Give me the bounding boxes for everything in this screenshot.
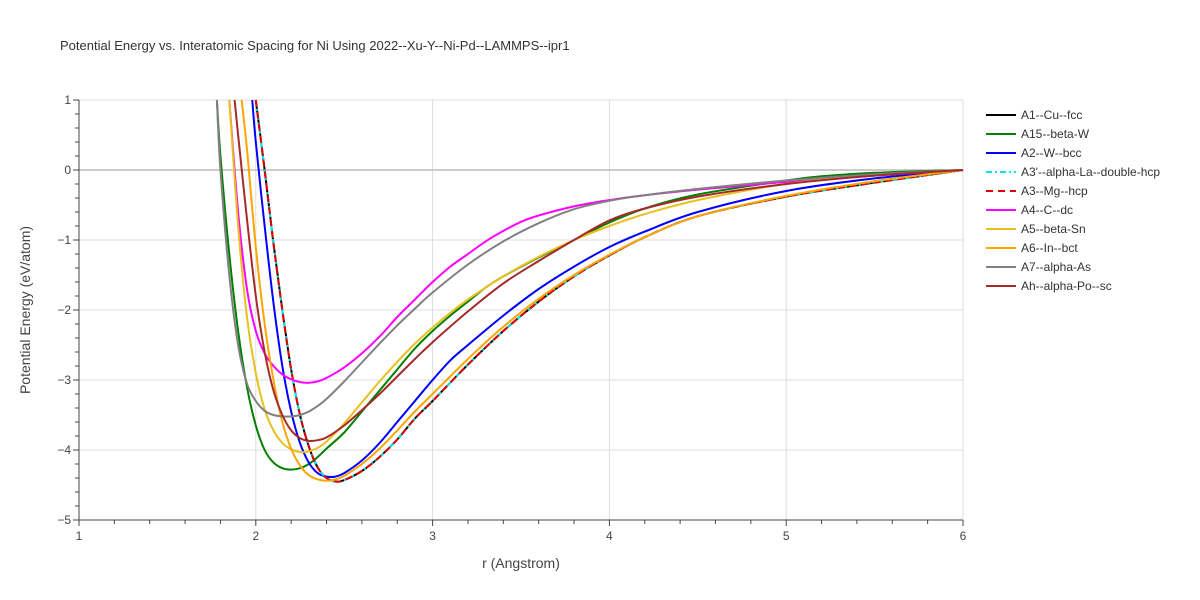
legend[interactable]: A1--Cu--fcc A15--beta-W A2--W--bcc A3'--alp… xyxy=(986,108,1160,293)
chart-title: Potential Energy vs. Interatomic Spacing… xyxy=(60,38,570,53)
legend-label: A3--Mg--hcp xyxy=(1021,184,1088,198)
legend-item[interactable]: A3--Mg--hcp xyxy=(986,184,1088,198)
legend-item[interactable]: Ah--alpha-Po--sc xyxy=(986,279,1112,293)
grid xyxy=(79,99,964,520)
legend-label: A1--Cu--fcc xyxy=(1021,108,1082,122)
legend-item[interactable]: A5--beta-Sn xyxy=(986,222,1086,236)
y-tick-label: −1 xyxy=(57,233,71,247)
y-tick-label: −2 xyxy=(57,303,71,317)
x-tick-label: 3 xyxy=(429,529,436,543)
legend-label: A6--In--bct xyxy=(1021,241,1078,255)
series-line-3 xyxy=(251,99,964,479)
y-tick-label: −5 xyxy=(57,513,71,527)
legend-item[interactable]: A6--In--bct xyxy=(986,241,1078,255)
x-tick-label: 2 xyxy=(252,529,259,543)
legend-item[interactable]: A7--alpha-As xyxy=(986,260,1091,274)
x-axis-label: r (Angstrom) xyxy=(482,555,560,571)
series-line-10 xyxy=(233,99,964,443)
legend-label: A5--beta-Sn xyxy=(1021,222,1086,236)
y-tick-label: −3 xyxy=(57,373,71,387)
legend-item[interactable]: A15--beta-W xyxy=(986,127,1090,141)
y-axis-label: Potential Energy (eV/atom) xyxy=(17,226,33,394)
x-tick-label: 1 xyxy=(76,529,83,543)
y-tick-label: −4 xyxy=(57,443,71,457)
axes xyxy=(73,99,964,526)
legend-label: A7--alpha-As xyxy=(1021,260,1091,274)
y-tick-label: 0 xyxy=(64,163,71,177)
x-tick-label: 4 xyxy=(606,529,613,543)
legend-label: Ah--alpha-Po--sc xyxy=(1021,279,1112,293)
x-tick-label: 6 xyxy=(960,529,967,543)
x-tick-label: 5 xyxy=(783,529,790,543)
series-line-9 xyxy=(215,99,964,418)
series-lines xyxy=(215,99,964,483)
legend-label: A2--W--bcc xyxy=(1021,146,1081,160)
legend-label: A4--C--dc xyxy=(1021,203,1073,217)
legend-item[interactable]: A1--Cu--fcc xyxy=(986,108,1082,122)
legend-label: A15--beta-W xyxy=(1021,127,1090,141)
legend-item[interactable]: A4--C--dc xyxy=(986,203,1073,217)
series-line-7 xyxy=(228,99,964,454)
legend-item[interactable]: A3'--alpha-La--double-hcp xyxy=(986,165,1160,179)
legend-item[interactable]: A2--W--bcc xyxy=(986,146,1081,160)
legend-label: A3'--alpha-La--double-hcp xyxy=(1021,165,1160,179)
series-line-8 xyxy=(240,99,964,482)
tick-labels: 1 2 3 4 5 6 1 0 −1 −2 −3 −4 −5 xyxy=(57,93,966,543)
y-tick-label: 1 xyxy=(64,93,71,107)
